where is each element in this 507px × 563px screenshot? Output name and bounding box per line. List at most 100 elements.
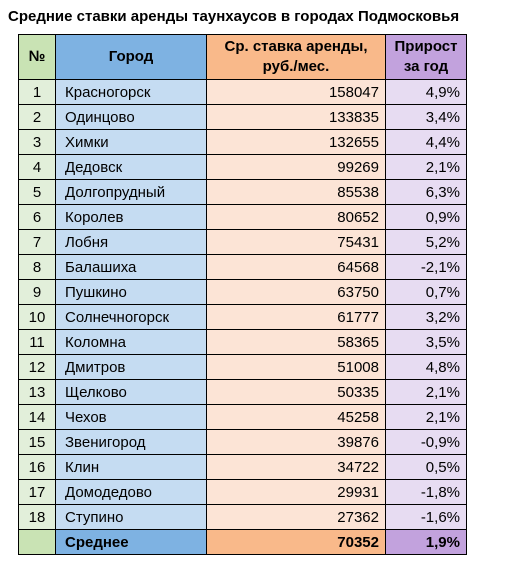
row-number: 12 <box>18 354 56 380</box>
rent-rate: 63750 <box>206 279 386 305</box>
city-name: Королев <box>55 204 207 230</box>
header-city: Город <box>55 34 207 80</box>
growth-rate: -1,8% <box>385 479 467 505</box>
growth-rate: 0,7% <box>385 279 467 305</box>
row-number: 1 <box>18 79 56 105</box>
row-number: 6 <box>18 204 56 230</box>
header-num: № <box>18 34 56 80</box>
city-name: Чехов <box>55 404 207 430</box>
rent-rate: 39876 <box>206 429 386 455</box>
growth-rate: 4,9% <box>385 79 467 105</box>
city-name: Домодедово <box>55 479 207 505</box>
row-number: 9 <box>18 279 56 305</box>
growth-rate: -1,6% <box>385 504 467 530</box>
growth-rate: 5,2% <box>385 229 467 255</box>
city-name: Клин <box>55 454 207 480</box>
table-row: 2 Одинцово 133835 3,4% <box>18 104 467 130</box>
rent-rate: 85538 <box>206 179 386 205</box>
row-number: 16 <box>18 454 56 480</box>
rent-rate: 34722 <box>206 454 386 480</box>
city-name: Балашиха <box>55 254 207 280</box>
growth-rate: 6,3% <box>385 179 467 205</box>
city-name: Щелково <box>55 379 207 405</box>
row-number: 7 <box>18 229 56 255</box>
growth-rate: 2,1% <box>385 379 467 405</box>
table-row: 15 Звенигород 39876 -0,9% <box>18 429 467 455</box>
rent-rate: 64568 <box>206 254 386 280</box>
growth-rate: 4,4% <box>385 129 467 155</box>
rent-rate: 61777 <box>206 304 386 330</box>
header-row: № Город Ср. ставка аренды, руб./мес. При… <box>18 34 467 80</box>
row-number: 18 <box>18 504 56 530</box>
city-name: Коломна <box>55 329 207 355</box>
row-number: 3 <box>18 129 56 155</box>
rent-rate: 58365 <box>206 329 386 355</box>
growth-rate: 4,8% <box>385 354 467 380</box>
city-name: Лобня <box>55 229 207 255</box>
table-row: 18 Ступино 27362 -1,6% <box>18 504 467 530</box>
city-name: Дедовск <box>55 154 207 180</box>
table-body: 1 Красногорск 158047 4,9% 2 Одинцово 133835 3,4… <box>18 79 467 530</box>
table-row: 7 Лобня 75431 5,2% <box>18 229 467 255</box>
table-row: 6 Королев 80652 0,9% <box>18 204 467 230</box>
city-name: Ступино <box>55 504 207 530</box>
table-row: 8 Балашиха 64568 -2,1% <box>18 254 467 280</box>
rent-rate: 132655 <box>206 129 386 155</box>
row-number: 14 <box>18 404 56 430</box>
row-number: 5 <box>18 179 56 205</box>
rent-rate: 51008 <box>206 354 386 380</box>
rent-rate: 99269 <box>206 154 386 180</box>
table-row: 13 Щелково 50335 2,1% <box>18 379 467 405</box>
header-rate: Ср. ставка аренды, руб./мес. <box>206 34 386 80</box>
city-name: Долгопрудный <box>55 179 207 205</box>
rent-rate: 75431 <box>206 229 386 255</box>
row-number: 8 <box>18 254 56 280</box>
row-number: 4 <box>18 154 56 180</box>
average-label: Среднее <box>55 529 207 555</box>
table-row: 11 Коломна 58365 3,5% <box>18 329 467 355</box>
rent-rate: 80652 <box>206 204 386 230</box>
city-name: Звенигород <box>55 429 207 455</box>
city-name: Дмитров <box>55 354 207 380</box>
table-row: 12 Дмитров 51008 4,8% <box>18 354 467 380</box>
growth-rate: 0,5% <box>385 454 467 480</box>
table-row: 17 Домодедово 29931 -1,8% <box>18 479 467 505</box>
header-growth: Прирост за год <box>385 34 467 80</box>
growth-rate: 3,2% <box>385 304 467 330</box>
city-name: Красногорск <box>55 79 207 105</box>
city-name: Пушкино <box>55 279 207 305</box>
rent-rate: 27362 <box>206 504 386 530</box>
growth-rate: -2,1% <box>385 254 467 280</box>
rent-table: № Город Ср. ставка аренды, руб./мес. При… <box>18 34 467 555</box>
rent-rate: 45258 <box>206 404 386 430</box>
growth-rate: 2,1% <box>385 154 467 180</box>
table-row: 1 Красногорск 158047 4,9% <box>18 79 467 105</box>
average-num-cell <box>18 529 56 555</box>
rent-rate: 133835 <box>206 104 386 130</box>
row-number: 2 <box>18 104 56 130</box>
growth-rate: 3,5% <box>385 329 467 355</box>
row-number: 13 <box>18 379 56 405</box>
row-number: 10 <box>18 304 56 330</box>
average-rate: 70352 <box>206 529 386 555</box>
growth-rate: -0,9% <box>385 429 467 455</box>
rent-rate: 158047 <box>206 79 386 105</box>
average-growth: 1,9% <box>385 529 467 555</box>
city-name: Солнечногорск <box>55 304 207 330</box>
table-row: 4 Дедовск 99269 2,1% <box>18 154 467 180</box>
growth-rate: 3,4% <box>385 104 467 130</box>
growth-rate: 0,9% <box>385 204 467 230</box>
table-row: 14 Чехов 45258 2,1% <box>18 404 467 430</box>
row-number: 17 <box>18 479 56 505</box>
city-name: Химки <box>55 129 207 155</box>
table-row: 10 Солнечногорск 61777 3,2% <box>18 304 467 330</box>
growth-rate: 2,1% <box>385 404 467 430</box>
row-number: 15 <box>18 429 56 455</box>
table-row: 16 Клин 34722 0,5% <box>18 454 467 480</box>
table-row: 3 Химки 132655 4,4% <box>18 129 467 155</box>
rent-rate: 50335 <box>206 379 386 405</box>
average-row: Среднее 70352 1,9% <box>18 529 467 555</box>
city-name: Одинцово <box>55 104 207 130</box>
row-number: 11 <box>18 329 56 355</box>
rent-rate: 29931 <box>206 479 386 505</box>
